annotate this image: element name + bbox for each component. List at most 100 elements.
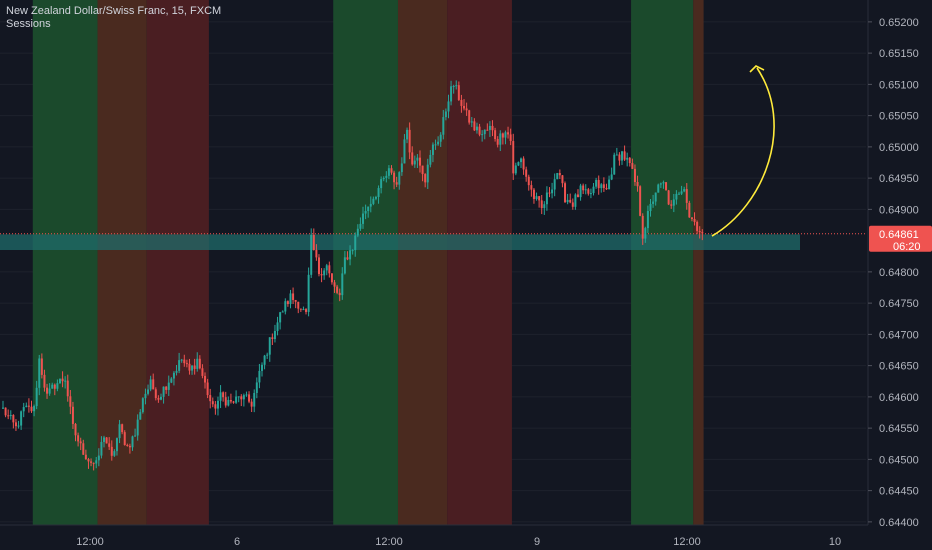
price-tick-label: 0.65150 <box>879 48 919 60</box>
candle-body <box>255 382 258 393</box>
candle-body <box>167 382 170 390</box>
candle-body <box>263 355 266 365</box>
price-axis-background <box>868 0 932 550</box>
candle-body <box>470 121 473 123</box>
price-tick-label: 0.64800 <box>879 267 919 279</box>
candle-body <box>211 401 214 405</box>
candle-body <box>144 393 147 399</box>
support-zone <box>0 233 866 250</box>
candle-body <box>354 235 357 251</box>
indicator-label[interactable]: Sessions <box>6 18 51 30</box>
candle-body <box>346 257 349 260</box>
candle-body <box>561 175 564 184</box>
candle-body <box>113 451 116 456</box>
candle-body <box>2 407 4 409</box>
session-band-green <box>333 0 398 525</box>
candle-body <box>587 189 590 194</box>
candle-body <box>496 139 499 145</box>
candle-body <box>644 228 647 239</box>
candle-body <box>9 415 12 417</box>
chart-legend: New Zealand Dollar/Swiss Franc, 15, FXCM… <box>6 5 221 31</box>
candle-body <box>698 230 701 233</box>
candle-body <box>185 363 188 365</box>
candle-body <box>178 360 181 371</box>
price-tick-label: 0.65000 <box>879 142 919 154</box>
candle-body <box>84 454 87 460</box>
price-tick-label: 0.64900 <box>879 204 919 216</box>
candle-body <box>690 217 693 219</box>
candle-body <box>307 274 310 312</box>
candle-body <box>310 235 313 275</box>
candle-body <box>242 395 245 400</box>
candle-body <box>535 196 538 199</box>
candle-body <box>450 86 453 102</box>
candle-body <box>478 126 481 135</box>
candle-body <box>61 378 64 382</box>
candle-body <box>284 301 287 312</box>
price-axis[interactable]: 0.65200 0.65150 0.65100 0.65050 0.65000 0.649… <box>867 0 932 550</box>
price-tick-label: 0.65200 <box>879 17 919 29</box>
candle-body <box>123 432 126 446</box>
candle-body <box>639 186 642 216</box>
candle-body <box>14 422 17 427</box>
candle-body <box>579 185 582 198</box>
candle-body <box>110 446 113 456</box>
candle-body <box>543 204 546 209</box>
candle-body <box>46 387 49 394</box>
candle-body <box>473 121 476 131</box>
candle-body <box>475 126 478 131</box>
candle-body <box>499 133 502 145</box>
candle-body <box>437 141 440 145</box>
candle-body <box>103 437 106 442</box>
candle-body <box>610 174 613 180</box>
symbol-title[interactable]: New Zealand Dollar/Swiss Franc, 15, FXCM <box>6 5 222 17</box>
candle-body <box>328 265 331 274</box>
candle-body <box>545 192 548 205</box>
candle-body <box>602 184 605 188</box>
candle-body <box>268 337 271 355</box>
time-axis[interactable]: 12:00 6 12:00 9 12:00 10 <box>0 524 868 550</box>
candle-body <box>701 232 704 234</box>
candle-body <box>636 182 639 187</box>
candle-body <box>66 380 69 397</box>
candle-body <box>297 301 300 309</box>
candle-body <box>380 179 383 189</box>
price-label-box <box>869 225 932 252</box>
candle-body <box>299 308 302 310</box>
candle-body <box>149 379 152 390</box>
candle-body <box>147 389 150 394</box>
candle-body <box>248 394 251 402</box>
candle-body <box>566 199 569 203</box>
candle-body <box>90 461 93 463</box>
candle-body <box>172 372 175 379</box>
candle-body <box>128 445 131 448</box>
candle-body <box>556 173 559 180</box>
candle-body <box>175 370 178 373</box>
candle-body <box>69 396 72 407</box>
candle-body <box>253 392 256 407</box>
price-tick-label: 0.64450 <box>879 486 919 498</box>
candle-body <box>582 185 585 191</box>
session-band-red <box>447 0 512 525</box>
candle-body <box>393 172 396 183</box>
price-tick-label: 0.64400 <box>879 517 919 529</box>
session-band-brown <box>693 0 704 525</box>
candle-body <box>416 157 419 161</box>
candle-body <box>654 192 657 202</box>
candle-body <box>240 396 243 400</box>
candle-body <box>33 406 36 412</box>
yellow-arrow[interactable] <box>711 65 775 237</box>
candle-body <box>219 392 222 401</box>
candle-body <box>649 203 652 212</box>
candle-body <box>517 162 520 166</box>
candle-body <box>95 460 98 464</box>
candle-body <box>279 312 282 323</box>
candle-body <box>286 301 289 305</box>
support-zone-rect <box>0 234 800 250</box>
candle-body <box>463 105 466 109</box>
candle-body <box>100 441 103 456</box>
candle-body <box>387 168 390 176</box>
candle-body <box>457 85 460 100</box>
